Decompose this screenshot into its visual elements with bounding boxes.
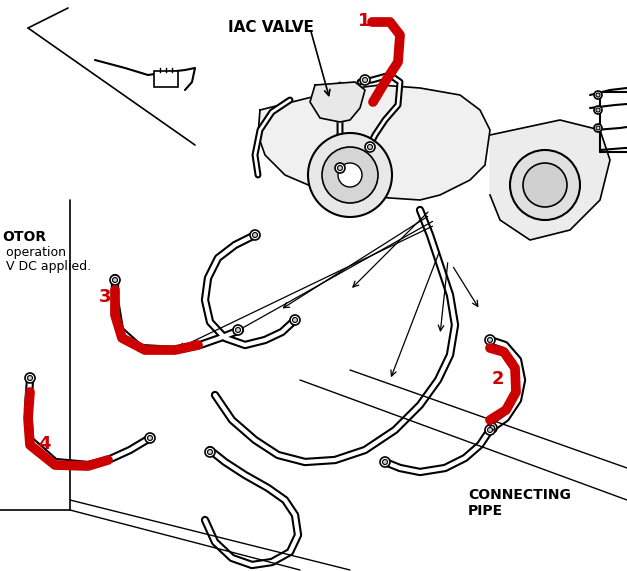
Circle shape	[594, 106, 602, 114]
Circle shape	[205, 447, 215, 457]
Text: IAC VALVE: IAC VALVE	[228, 20, 314, 35]
Circle shape	[362, 78, 367, 82]
Circle shape	[233, 325, 243, 335]
Circle shape	[487, 423, 497, 433]
Circle shape	[488, 337, 492, 343]
Text: PIPE: PIPE	[468, 504, 503, 518]
Text: 3: 3	[99, 288, 112, 306]
Circle shape	[293, 317, 297, 323]
Circle shape	[25, 373, 35, 383]
Text: 4: 4	[38, 435, 51, 453]
Circle shape	[382, 460, 387, 464]
Text: CONNECTING: CONNECTING	[468, 488, 571, 502]
Circle shape	[236, 328, 241, 332]
Circle shape	[253, 232, 258, 238]
Circle shape	[510, 150, 580, 220]
Circle shape	[485, 425, 495, 435]
Circle shape	[145, 433, 155, 443]
Polygon shape	[310, 82, 365, 122]
Circle shape	[112, 278, 117, 283]
Circle shape	[596, 93, 600, 97]
Circle shape	[335, 163, 345, 173]
Circle shape	[485, 335, 495, 345]
FancyBboxPatch shape	[154, 71, 178, 87]
Circle shape	[523, 163, 567, 207]
Circle shape	[490, 425, 495, 431]
Circle shape	[338, 163, 362, 187]
Text: V DC applied.: V DC applied.	[2, 260, 91, 273]
Circle shape	[365, 142, 375, 152]
Polygon shape	[258, 85, 490, 200]
Polygon shape	[490, 120, 610, 240]
Circle shape	[308, 133, 392, 217]
Text: 1: 1	[358, 12, 371, 30]
Circle shape	[337, 166, 342, 171]
Circle shape	[594, 124, 602, 132]
Circle shape	[360, 75, 370, 85]
Circle shape	[290, 315, 300, 325]
Text: 2: 2	[492, 370, 505, 388]
Circle shape	[596, 126, 600, 130]
Text: operation: operation	[2, 246, 66, 259]
Circle shape	[208, 449, 213, 455]
Text: OTOR: OTOR	[2, 230, 46, 244]
Circle shape	[28, 376, 33, 380]
Circle shape	[488, 428, 492, 432]
Circle shape	[594, 91, 602, 99]
Circle shape	[147, 436, 152, 440]
Circle shape	[596, 108, 600, 112]
Circle shape	[367, 144, 372, 150]
Circle shape	[250, 230, 260, 240]
Circle shape	[110, 275, 120, 285]
Circle shape	[322, 147, 378, 203]
Circle shape	[380, 457, 390, 467]
